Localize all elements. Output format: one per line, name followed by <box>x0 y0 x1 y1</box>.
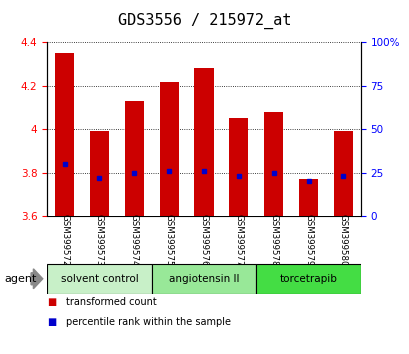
Text: transformed count: transformed count <box>65 297 156 307</box>
Text: ■: ■ <box>47 317 56 327</box>
Bar <box>55 53 74 216</box>
Text: GSM399573: GSM399573 <box>95 213 103 266</box>
Text: solvent control: solvent control <box>61 274 138 284</box>
Text: GSM399577: GSM399577 <box>234 213 243 266</box>
Bar <box>159 81 178 216</box>
Text: GSM399575: GSM399575 <box>164 213 173 266</box>
Text: GSM399576: GSM399576 <box>199 213 208 266</box>
Text: torcetrapib: torcetrapib <box>279 274 337 284</box>
Bar <box>263 112 283 216</box>
Text: GDS3556 / 215972_at: GDS3556 / 215972_at <box>118 12 291 29</box>
Bar <box>298 179 317 216</box>
Text: GSM399572: GSM399572 <box>60 213 69 266</box>
Text: GSM399578: GSM399578 <box>269 213 277 266</box>
Bar <box>124 101 144 216</box>
Bar <box>256 264 360 294</box>
Text: GSM399580: GSM399580 <box>338 213 347 266</box>
Bar <box>151 264 256 294</box>
Text: GSM399579: GSM399579 <box>303 214 312 266</box>
Bar <box>47 264 151 294</box>
Bar <box>333 131 352 216</box>
Text: ■: ■ <box>47 297 56 307</box>
Bar <box>90 131 109 216</box>
Text: angiotensin II: angiotensin II <box>169 274 238 284</box>
Bar <box>194 68 213 216</box>
Text: GSM399574: GSM399574 <box>130 213 138 266</box>
Text: percentile rank within the sample: percentile rank within the sample <box>65 317 230 327</box>
Bar <box>229 118 248 216</box>
FancyArrow shape <box>31 269 43 289</box>
Text: agent: agent <box>4 274 36 284</box>
